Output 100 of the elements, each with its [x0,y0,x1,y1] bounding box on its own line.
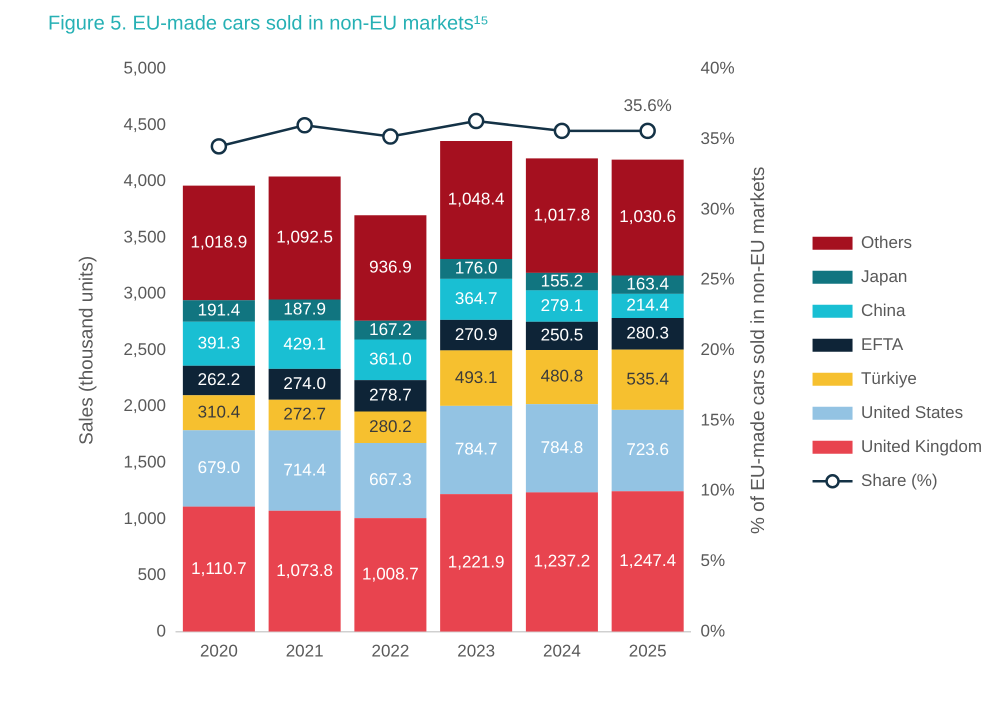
y2-tick-label: 40% [700,58,735,78]
bar [354,443,426,518]
data-label: 1,110.7 [191,558,247,578]
data-label: 723.6 [626,440,669,460]
legend-label: Share (%) [861,470,938,490]
x-tick-label: 2024 [542,641,581,660]
data-label: 279.1 [540,296,584,315]
data-label: 187.9 [283,300,326,319]
bar [612,410,684,492]
data-label: 272.7 [283,404,326,424]
bar [440,406,512,494]
data-label: 1,073.8 [276,560,333,580]
data-label: 784.8 [540,438,584,457]
data-label: 1,048.4 [448,190,505,209]
y2-tick-label: 10% [700,480,735,500]
bar [182,300,255,322]
legend-label: EFTA [861,334,904,354]
data-label: 1,247.4 [619,551,676,570]
bar [612,491,684,632]
bar [440,141,512,260]
data-label: 250.5 [540,326,584,345]
y2-tick-label: 20% [700,340,735,359]
chart-title: Figure 5. EU-made cars sold in non-EU markets¹⁵ [48,12,489,35]
bar [268,368,341,400]
data-label: 280.3 [626,324,669,342]
legend-label: Türkiye [861,368,917,388]
bar [182,506,255,632]
bar [612,350,684,410]
bar [526,290,598,322]
legend-label: United States [861,402,964,422]
point [210,138,228,155]
y2-tick-label: 15% [700,410,735,430]
point [468,112,484,130]
data-label: 176.0 [454,258,498,278]
data-label: 1,092.5 [276,228,333,247]
bar [440,350,512,406]
y2-tick-label: 0% [700,621,726,640]
data-label: 480.8 [540,366,584,386]
data-label: 936.9 [369,258,412,277]
y-tick-label: 0 [156,621,166,640]
bar [354,380,426,412]
data-label: 214.4 [626,296,669,315]
y2-tick-label: 25% [700,270,735,289]
bar [182,430,255,507]
x-tick-label: 2021 [286,641,324,660]
data-label: 667.3 [369,470,412,490]
point [639,122,656,140]
y-tick-label: 5,000 [123,58,166,78]
data-label: 163.4 [626,274,669,294]
y2-axis-title: % of EU-made cars sold in non-EU markets [748,166,769,534]
point [382,128,399,145]
legend-label: United Kingdom [861,436,982,456]
bar [268,430,341,511]
y-tick-label: 500 [138,565,166,584]
data-label: 155.2 [540,271,584,290]
data-label: 1,237.2 [534,552,590,571]
bar [354,340,426,380]
data-label: 535.4 [626,369,669,388]
point [296,117,313,134]
bar [612,318,684,350]
data-label: 784.7 [454,440,498,459]
bar [354,411,426,444]
point [554,122,570,140]
data-label: 679.0 [198,458,240,478]
bar [526,350,598,404]
bar [526,492,598,632]
bar [440,278,512,320]
data-label: 167.2 [369,320,412,339]
data-label: 1,008.7 [362,564,419,584]
data-label: 278.7 [369,385,412,404]
bar [354,215,426,321]
legend-label: Japan [861,266,908,286]
bar [612,160,684,276]
bar [268,176,341,300]
data-label: 493.1 [454,368,498,387]
bar [182,186,255,300]
y-tick-label: 3,000 [123,284,166,303]
data-label: 1,221.9 [448,552,505,572]
x-tick-label: 2025 [628,641,667,660]
y2-tick-label: 30% [700,199,735,218]
bar [440,494,512,632]
data-label: 35.6% [624,96,672,116]
y-tick-label: 1,000 [123,508,166,528]
legend-label: Others [861,232,912,252]
data-label: 364.7 [454,289,498,308]
data-label: 391.3 [198,333,240,352]
bar [268,320,341,369]
y-tick-label: 2,000 [123,396,166,416]
y2-tick-label: 35% [700,129,735,148]
data-label: 1,017.8 [534,205,590,224]
y-tick-label: 3,500 [123,227,166,246]
bar [182,395,255,430]
data-label: 1,018.9 [190,232,248,252]
data-label: 429.1 [283,334,326,354]
data-label: 280.2 [369,416,412,436]
data-label: 361.0 [369,350,412,369]
x-tick-label: 2020 [200,641,238,660]
y-tick-label: 2,500 [123,340,166,359]
bar [440,320,512,350]
bar [354,518,426,632]
